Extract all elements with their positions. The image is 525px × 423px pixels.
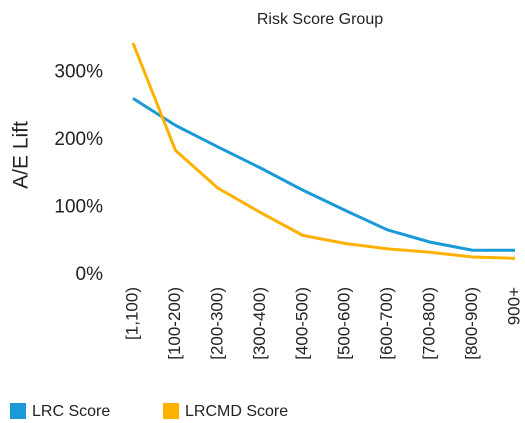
chart-title: Risk Score Group bbox=[257, 11, 383, 28]
x-tick-label: [200-300) bbox=[207, 287, 226, 360]
x-tick-label: 900+ bbox=[504, 287, 523, 325]
y-tick-label: 200% bbox=[54, 129, 103, 150]
y-axis-label: A/E Lift bbox=[10, 121, 33, 189]
x-tick-label: [100-200) bbox=[165, 287, 184, 360]
line-series bbox=[131, 42, 516, 260]
y-tick-label: 300% bbox=[54, 62, 103, 83]
line-series bbox=[132, 97, 515, 252]
x-tick-label: [700-800) bbox=[420, 287, 439, 360]
x-tick-label: [800-900) bbox=[462, 287, 481, 360]
legend-swatch bbox=[10, 403, 26, 419]
x-tick-label: [600-700) bbox=[377, 287, 396, 360]
x-tick-label: [500-600) bbox=[335, 287, 354, 360]
legend-swatch bbox=[163, 403, 179, 419]
x-tick-label: [1,100) bbox=[122, 287, 141, 340]
y-tick-label: 0% bbox=[76, 264, 104, 285]
x-tick-label: [400-500) bbox=[292, 287, 311, 360]
x-tick-label: [300-400) bbox=[250, 287, 269, 360]
legend-label: LRCMD Score bbox=[185, 403, 288, 420]
legend-label: LRC Score bbox=[32, 403, 110, 420]
y-tick-label: 100% bbox=[54, 197, 103, 218]
